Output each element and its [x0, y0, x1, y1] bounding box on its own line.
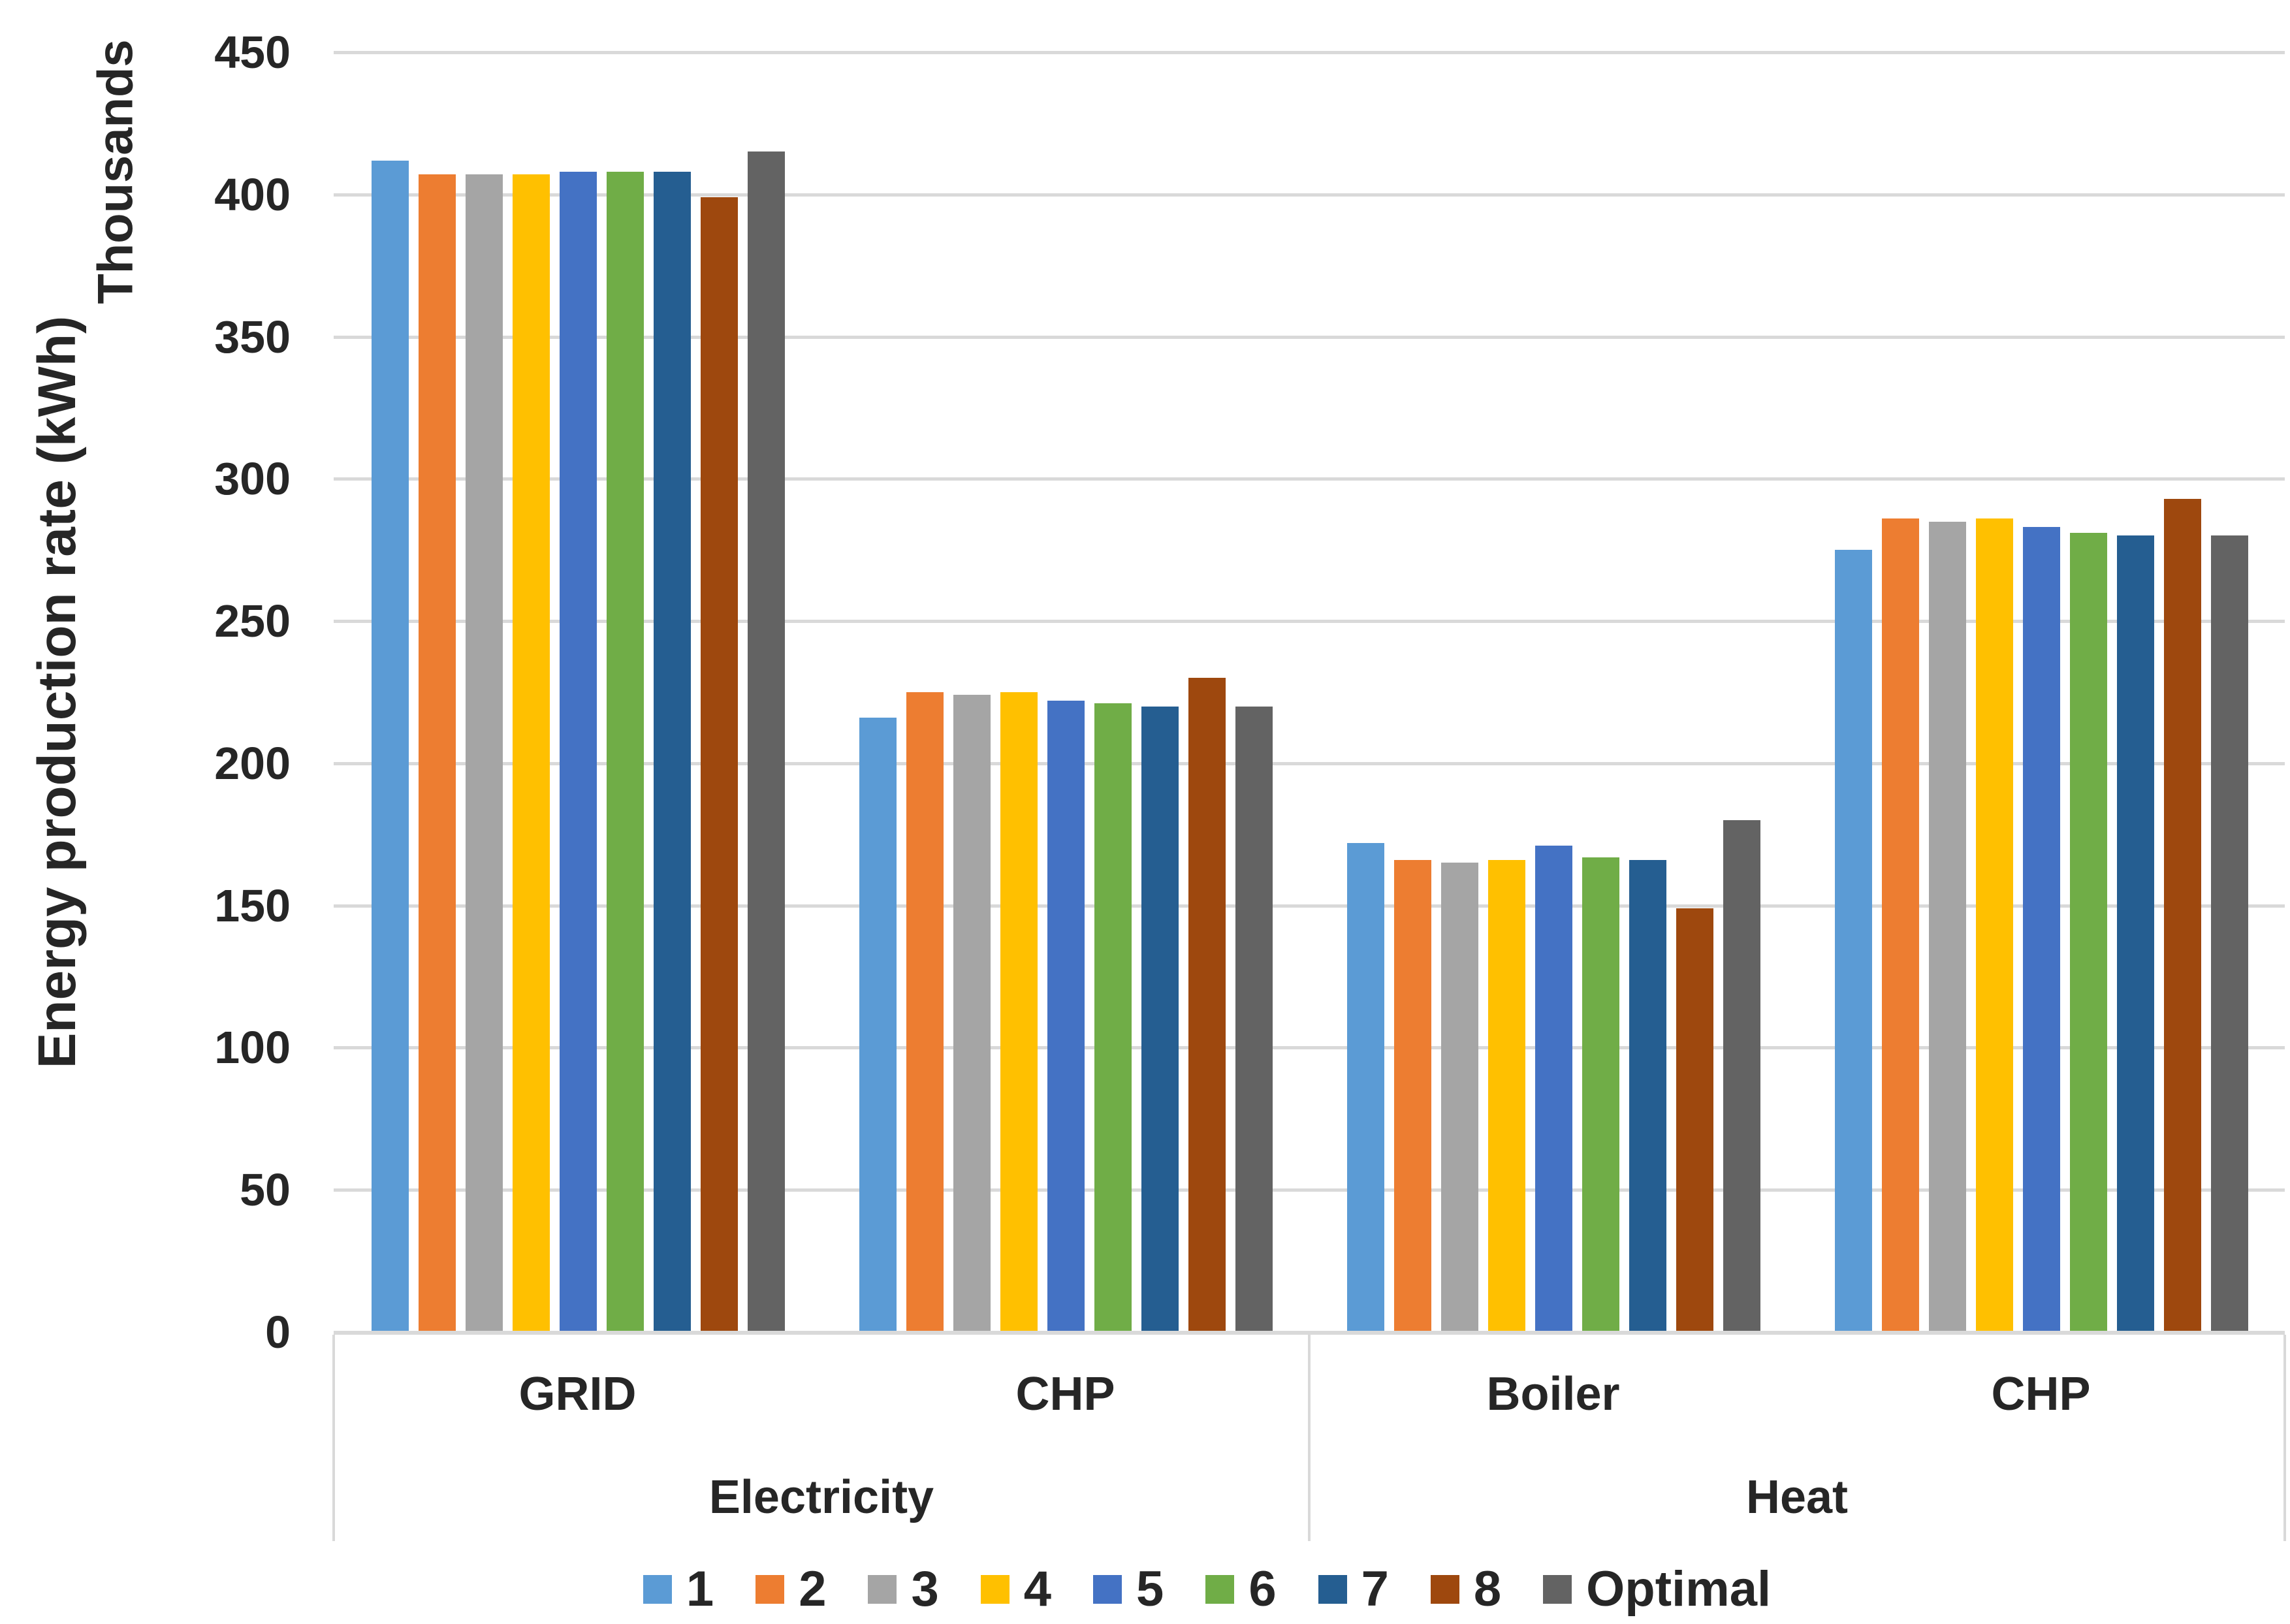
bar-boiler-2-series-8: [1676, 908, 1713, 1332]
legend-label-5: 5: [1136, 1561, 1164, 1617]
legend-label-6: 6: [1248, 1561, 1277, 1617]
bar-boiler-2-series-3: [1441, 863, 1478, 1332]
gridline-200: [334, 761, 2285, 765]
legend-swatch-2: [755, 1575, 785, 1604]
bar-chp-3-series-4: [1976, 518, 2013, 1332]
y-tick-label-350: 350: [214, 311, 291, 362]
bar-chp-3-series-3: [1929, 521, 1966, 1332]
bar-chp-3-series-7: [2117, 535, 2154, 1332]
legend-swatch-3: [868, 1575, 897, 1604]
gridline-50: [334, 1188, 2285, 1192]
x-axis-table: GRID CHP Boiler CHP Electricity Heat: [332, 1335, 2286, 1541]
y-tick-label-450: 450: [214, 27, 291, 78]
bar-grid-0-series-1: [372, 160, 409, 1332]
y-axis-title: Energy production rate (kWh): [27, 315, 87, 1069]
x-axis-category-row: GRID CHP Boiler CHP: [334, 1335, 2285, 1453]
gridline-250: [334, 620, 2285, 624]
x-axis-label-chp-3: CHP: [1991, 1367, 2091, 1420]
gridline-400: [334, 193, 2285, 197]
x-axis-group-row: Electricity Heat: [334, 1453, 2285, 1541]
y-tick-label-0: 0: [265, 1307, 291, 1358]
legend-swatch-8: [1430, 1575, 1459, 1604]
x-axis-divider-0: [332, 1335, 335, 1541]
y-tick-label-150: 150: [214, 880, 291, 931]
gridline-350: [334, 335, 2285, 339]
legend-item-7: 7: [1318, 1558, 1389, 1621]
bar-grid-0-series-4: [513, 174, 550, 1332]
bar-chp-3-series-6: [2070, 533, 2107, 1332]
bar-boiler-2-series-optimal: [1723, 820, 1760, 1332]
bar-chp-1-series-6: [1094, 703, 1132, 1332]
legend-swatch-optimal: [1543, 1575, 1572, 1604]
legend-label-optimal: Optimal: [1586, 1561, 1772, 1617]
legend-label-4: 4: [1023, 1561, 1052, 1617]
y-tick-label-100: 100: [214, 1022, 291, 1074]
y-tick-label-50: 50: [240, 1164, 291, 1216]
y-tick-label-300: 300: [214, 453, 291, 505]
legend-item-3: 3: [868, 1558, 939, 1621]
x-axis-label-boiler-2: Boiler: [1486, 1367, 1620, 1420]
gridline-300: [334, 477, 2285, 481]
legend-label-7: 7: [1361, 1561, 1389, 1617]
bar-grid-0-series-6: [607, 171, 644, 1332]
legend-item-8: 8: [1430, 1558, 1502, 1621]
bar-chp-3-series-1: [1835, 550, 1872, 1332]
legend-label-3: 3: [911, 1561, 939, 1617]
bar-chp-1-series-optimal: [1235, 706, 1273, 1332]
gridline-100: [334, 1046, 2285, 1050]
bar-chp-1-series-5: [1047, 701, 1085, 1332]
bar-grid-0-series-3: [466, 174, 503, 1332]
x-axis-line: [334, 1331, 2285, 1335]
legend-swatch-6: [1205, 1575, 1235, 1604]
legend-swatch-5: [1093, 1575, 1122, 1604]
legend-item-4: 4: [980, 1558, 1052, 1621]
bar-boiler-2-series-5: [1535, 846, 1572, 1332]
x-axis-divider-1: [1308, 1335, 1311, 1541]
bar-grid-0-series-5: [560, 171, 597, 1332]
bar-chp-1-series-3: [953, 695, 991, 1332]
x-axis-label-chp-1: CHP: [1015, 1367, 1115, 1420]
y-tick-label-200: 200: [214, 737, 291, 789]
x-axis-group-label-electricity: Electricity: [708, 1471, 934, 1523]
bar-grid-0-series-optimal: [748, 151, 785, 1332]
plot-area: [334, 51, 2285, 1332]
bar-chp-3-series-5: [2023, 527, 2060, 1332]
legend-swatch-1: [643, 1575, 672, 1604]
bar-chp-3-series-8: [2164, 498, 2201, 1332]
bar-boiler-2-series-7: [1629, 859, 1666, 1332]
bar-chp-3-series-optimal: [2211, 535, 2248, 1332]
x-axis-divider-2: [2283, 1335, 2286, 1541]
bar-grid-0-series-7: [654, 171, 691, 1332]
bar-boiler-2-series-1: [1347, 842, 1384, 1332]
x-axis-group-label-heat: Heat: [1745, 1471, 1849, 1523]
bar-boiler-2-series-2: [1394, 859, 1431, 1332]
legend-item-6: 6: [1205, 1558, 1277, 1621]
x-axis-label-grid-0: GRID: [518, 1367, 637, 1420]
bar-chp-3-series-2: [1882, 518, 1919, 1332]
y-tick-label-400: 400: [214, 168, 291, 220]
bar-chp-1-series-7: [1141, 706, 1179, 1332]
bar-grid-0-series-8: [701, 197, 738, 1332]
bar-chp-1-series-2: [906, 692, 944, 1332]
bar-boiler-2-series-4: [1488, 859, 1525, 1332]
bar-chp-1-series-4: [1000, 692, 1038, 1332]
legend-label-8: 8: [1473, 1561, 1502, 1617]
gridline-150: [334, 904, 2285, 908]
y-tick-label-250: 250: [214, 596, 291, 647]
legend-item-1: 1: [643, 1558, 714, 1621]
bar-grid-0-series-2: [419, 174, 456, 1332]
bar-chp-1-series-8: [1188, 678, 1226, 1332]
legend-item-optimal: Optimal: [1543, 1558, 1771, 1621]
legend-item-2: 2: [755, 1558, 826, 1621]
bar-boiler-2-series-6: [1582, 857, 1619, 1332]
legend-label-2: 2: [799, 1561, 827, 1617]
legend-label-1: 1: [686, 1561, 714, 1617]
legend-swatch-4: [980, 1575, 1010, 1604]
gridline-450: [334, 51, 2285, 54]
legend: 1 2 3 4 5 6 7 8 Optimal: [62, 1558, 2290, 1621]
legend-item-5: 5: [1093, 1558, 1164, 1621]
bar-chp-1-series-1: [859, 718, 897, 1332]
legend-swatch-7: [1318, 1575, 1347, 1604]
